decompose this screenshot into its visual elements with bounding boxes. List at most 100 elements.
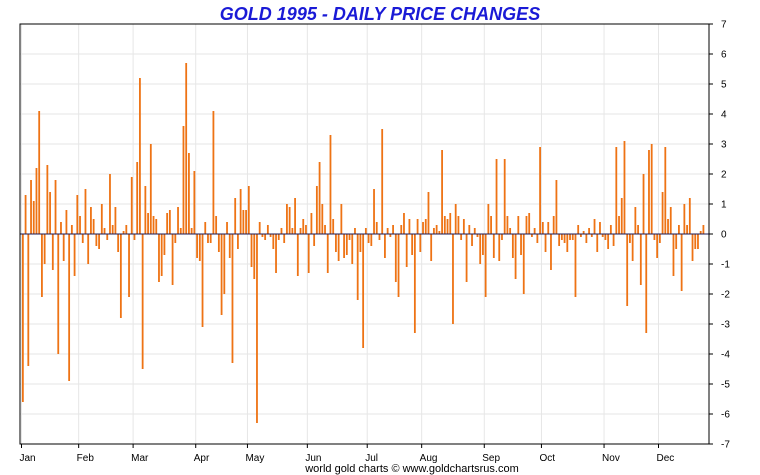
bar bbox=[680, 234, 683, 291]
bar bbox=[405, 234, 408, 267]
bar bbox=[196, 234, 198, 258]
y-tick-label: -5 bbox=[721, 380, 730, 391]
bar bbox=[324, 225, 326, 234]
bar bbox=[57, 234, 60, 354]
bar bbox=[364, 228, 367, 234]
x-tick-label: Dec bbox=[657, 453, 675, 464]
bar bbox=[125, 225, 128, 234]
bar bbox=[672, 234, 675, 276]
bar bbox=[620, 198, 623, 234]
x-tick-label: May bbox=[245, 453, 264, 464]
bar bbox=[648, 150, 650, 234]
bar bbox=[155, 219, 158, 234]
bar bbox=[389, 234, 392, 237]
bar bbox=[658, 234, 661, 243]
bar bbox=[231, 234, 234, 363]
bar bbox=[476, 234, 479, 237]
x-tick-label: Jan bbox=[20, 453, 36, 464]
bar bbox=[275, 234, 277, 273]
bar bbox=[367, 234, 370, 243]
bar bbox=[128, 234, 130, 297]
bar bbox=[631, 234, 634, 261]
bar bbox=[310, 213, 313, 234]
bar bbox=[32, 201, 35, 234]
bar bbox=[688, 198, 691, 234]
bar bbox=[223, 234, 226, 294]
bar bbox=[577, 225, 580, 234]
bar bbox=[479, 234, 482, 264]
bar bbox=[446, 219, 449, 234]
bar bbox=[321, 204, 324, 234]
bar bbox=[522, 234, 525, 294]
bar bbox=[38, 111, 41, 234]
bar bbox=[114, 207, 117, 234]
bar bbox=[441, 150, 443, 234]
chart-title: GOLD 1995 - DAILY PRICE CHANGES bbox=[220, 4, 540, 24]
bar bbox=[378, 234, 381, 240]
bar bbox=[531, 234, 533, 237]
bar bbox=[291, 228, 294, 234]
bar bbox=[403, 213, 405, 234]
bar bbox=[73, 234, 76, 276]
bar bbox=[457, 216, 460, 234]
bar bbox=[384, 234, 386, 258]
bar bbox=[79, 216, 81, 234]
bar bbox=[106, 234, 109, 240]
bar bbox=[495, 159, 498, 234]
bar bbox=[433, 228, 435, 234]
bar bbox=[315, 186, 318, 234]
bar bbox=[650, 144, 653, 234]
bar bbox=[117, 234, 120, 252]
bar bbox=[188, 153, 190, 234]
bar bbox=[27, 234, 30, 366]
bar bbox=[585, 234, 588, 243]
bar bbox=[70, 225, 73, 234]
bar bbox=[168, 210, 171, 234]
bar bbox=[520, 234, 522, 255]
bar bbox=[329, 135, 332, 234]
x-tick-label: Jun bbox=[305, 453, 321, 464]
bar bbox=[547, 222, 550, 234]
bar bbox=[103, 228, 106, 234]
bar bbox=[498, 234, 501, 261]
bar bbox=[335, 234, 337, 252]
bar bbox=[517, 216, 520, 234]
bar bbox=[465, 234, 468, 282]
bar bbox=[615, 147, 618, 234]
bar bbox=[582, 231, 585, 234]
bar bbox=[661, 192, 664, 234]
bar bbox=[288, 207, 291, 234]
bar bbox=[468, 225, 471, 234]
bar bbox=[694, 234, 697, 249]
bar bbox=[87, 234, 90, 264]
bar bbox=[449, 213, 452, 234]
bar bbox=[340, 204, 343, 234]
bar bbox=[462, 219, 465, 234]
x-tick-label: Aug bbox=[420, 453, 438, 464]
x-tick-label: Jul bbox=[365, 453, 378, 464]
bar bbox=[193, 171, 196, 234]
bar bbox=[24, 195, 27, 234]
bar bbox=[111, 225, 114, 234]
bar bbox=[683, 204, 686, 234]
bar bbox=[158, 234, 160, 282]
bar bbox=[435, 225, 438, 234]
bar bbox=[144, 186, 147, 234]
bar bbox=[607, 234, 610, 249]
bar bbox=[76, 195, 79, 234]
bar bbox=[253, 234, 256, 279]
bar bbox=[664, 147, 667, 234]
bar bbox=[226, 222, 228, 234]
bar bbox=[601, 234, 604, 237]
bar bbox=[599, 222, 601, 234]
bar bbox=[563, 234, 566, 243]
bar bbox=[345, 234, 348, 255]
x-tick-label: Sep bbox=[482, 453, 500, 464]
bar bbox=[280, 228, 283, 234]
x-tick-label: Apr bbox=[194, 453, 210, 464]
bar bbox=[629, 234, 631, 243]
bar bbox=[484, 234, 487, 297]
bar bbox=[501, 234, 503, 240]
y-tick-label: 1 bbox=[721, 200, 727, 211]
